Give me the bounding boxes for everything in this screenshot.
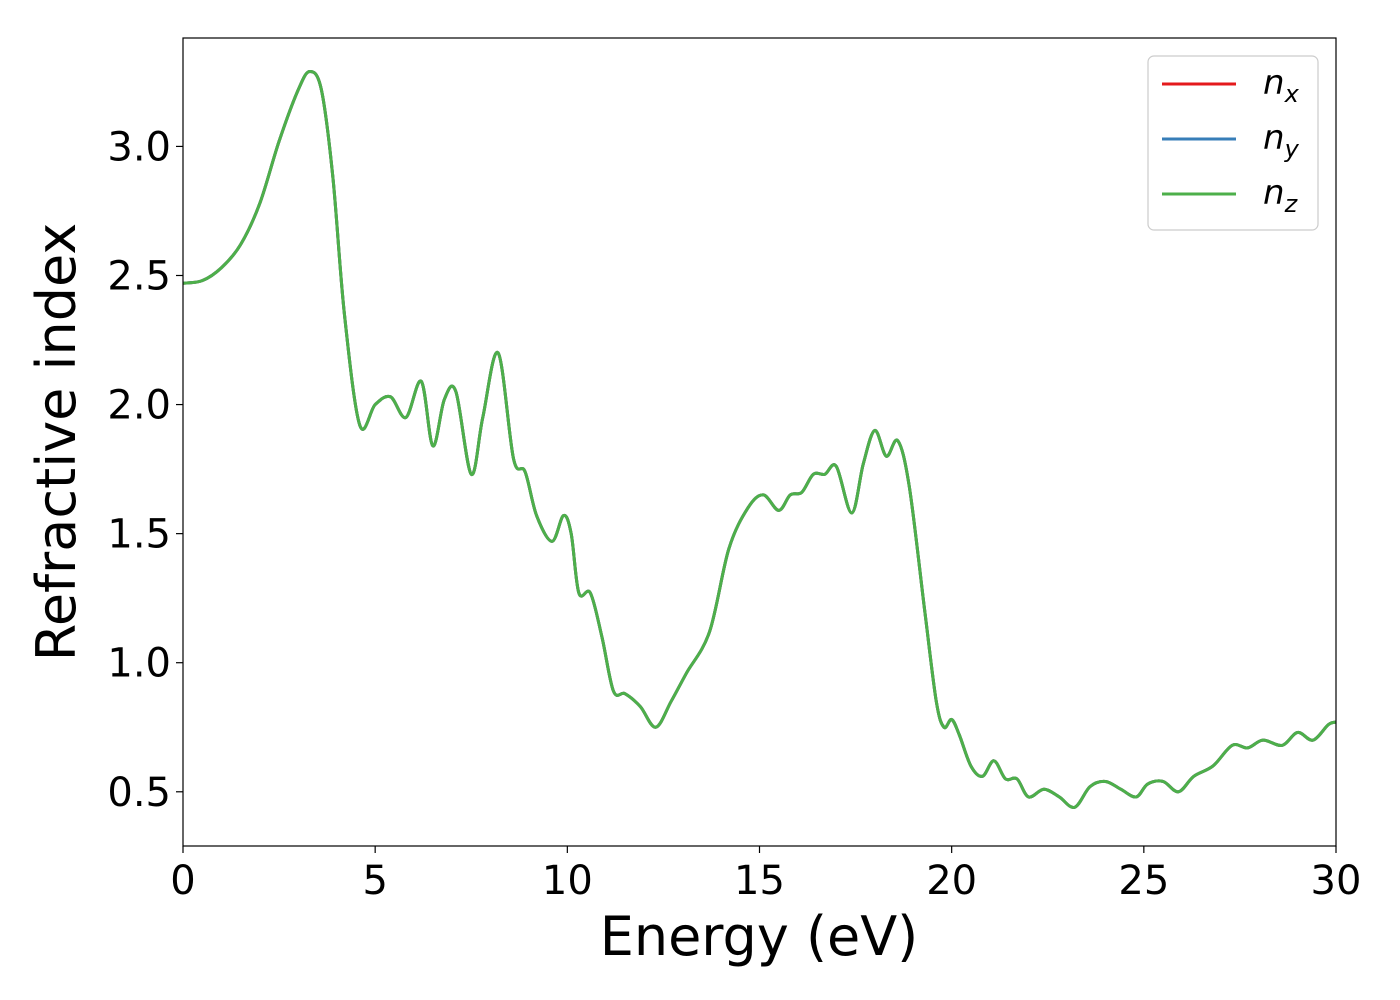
y-axis-ticks: 0.5 1.0 1.5 2.0 2.5 3.0	[107, 124, 183, 816]
y-tick-label: 2.5	[107, 253, 171, 299]
y-tick-label: 0.5	[107, 770, 171, 816]
y-axis-label: Refractive index	[25, 223, 88, 662]
x-tick-label: 30	[1311, 858, 1362, 904]
y-tick-label: 3.0	[107, 124, 171, 170]
x-axis-ticks: 0 5 10 15 20 25 30	[170, 846, 1361, 904]
x-tick-label: 15	[734, 858, 785, 904]
y-tick-label: 1.0	[107, 641, 171, 687]
x-tick-label: 25	[1118, 858, 1169, 904]
y-tick-label: 2.0	[107, 383, 171, 429]
x-axis-label: Energy (eV)	[600, 905, 919, 968]
x-tick-label: 10	[542, 858, 593, 904]
y-tick-label: 1.5	[107, 512, 171, 558]
series-layer	[182, 70, 1337, 809]
x-tick-label: 0	[170, 858, 195, 904]
x-tick-label: 5	[362, 858, 387, 904]
legend-box	[1147, 55, 1319, 231]
x-tick-label: 20	[926, 858, 977, 904]
series-line-z	[182, 70, 1337, 809]
